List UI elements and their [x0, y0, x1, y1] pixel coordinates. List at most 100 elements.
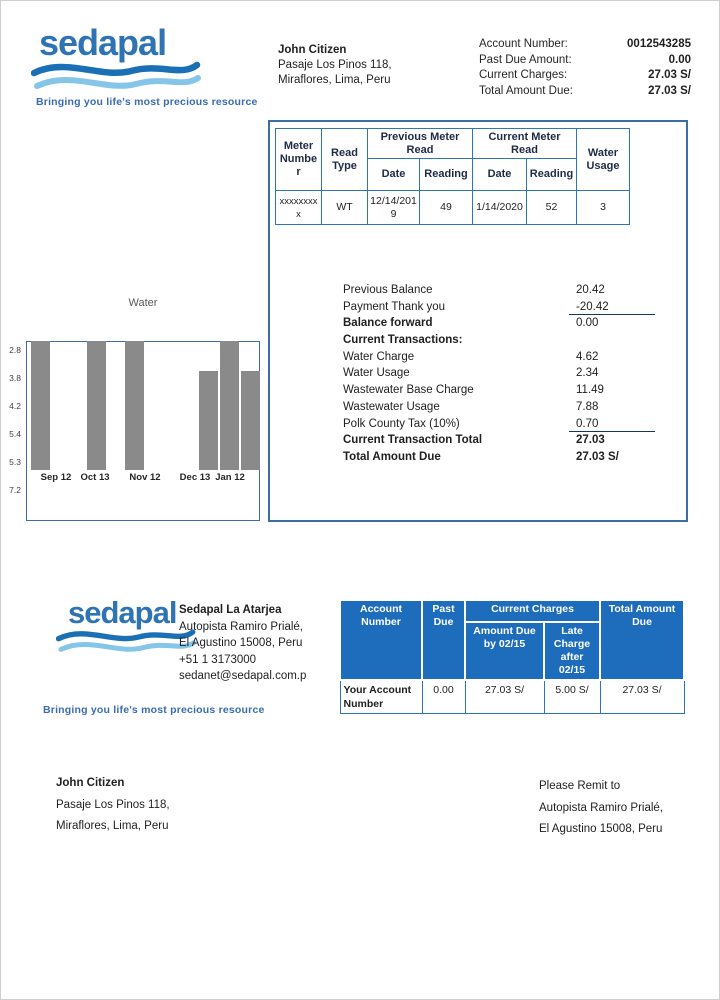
mailing-address-block: John Citizen Pasaje Los Pinos 118, Miraflo… [56, 773, 170, 838]
col-previous-read: Previous Meter Read [367, 128, 473, 159]
sum-rule [569, 431, 655, 433]
y-tick-label: 4.2 [9, 401, 21, 411]
col-meter-number: Meter Number [275, 128, 322, 191]
transaction-label: Previous Balance [343, 284, 433, 296]
transaction-amount: 7.88 [576, 400, 599, 413]
y-tick-label: 2.8 [9, 345, 21, 355]
account-number-cell: Your Account Number [339, 679, 423, 714]
usage-bar [241, 371, 260, 470]
usage-bar [87, 341, 106, 470]
company-address-line: +51 1 3173000 [179, 653, 257, 666]
transaction-label: Current Transactions: [343, 334, 463, 347]
summary-row: Total Amount Due: 27.03 S/ [479, 84, 691, 100]
sum-rule [569, 314, 655, 316]
company-address-line: El Agustino 15008, Peru [179, 637, 303, 649]
x-axis-label: Jan 12 [215, 472, 245, 483]
curr-date-value: 1/14/2020 [472, 190, 527, 225]
transaction-label: Water Charge [343, 350, 415, 363]
transaction-label: Water Usage [343, 367, 410, 380]
transaction-label: Wastewater Base Charge [343, 384, 474, 397]
remittance-table: Account Number Past Due Current Charges … [339, 601, 685, 714]
mailing-address-line: Miraflores, Lima, Peru [56, 820, 169, 832]
transaction-amount: 11.49 [576, 384, 604, 397]
charges-box: Meter Number Read Type Previous Meter Re… [268, 120, 688, 522]
y-tick-label: 5.3 [9, 457, 21, 467]
transactions-list: Previous Balance 20.42 Payment Thank you -2… [343, 282, 663, 466]
col-prev-date: Date [367, 158, 420, 191]
remit-to-line: Autopista Ramiro Prialé, [539, 801, 663, 814]
water-usage-chart: Sep 12 Oct 13 Nov 12 Dec 13 Jan 12 [26, 341, 260, 521]
col-account-number: Account Number [339, 601, 423, 681]
mailing-address-line: John Citizen [56, 777, 125, 789]
col-amount-due-by: Amount Due by 02/15 [464, 621, 545, 681]
transaction-label: Current Transaction Total [343, 434, 483, 447]
usage-bar [31, 341, 50, 470]
sedapal-logo-text: sedapal [68, 595, 177, 630]
transaction-amount [576, 332, 663, 349]
summary-label: Current Charges: [479, 69, 568, 81]
total-due-cell: 27.03 S/ [599, 679, 685, 714]
col-water-usage: Water Usage [576, 128, 630, 191]
company-address-line: Autopista Ramiro Prialé, [179, 620, 303, 633]
company-address-line: Sedapal La Atarjea [179, 604, 282, 616]
transaction-label: Wastewater Usage [343, 400, 440, 413]
transaction-amount: 27.03 S/ [576, 450, 619, 463]
prev-date-value: 12/14/2019 [367, 190, 420, 225]
transaction-label: Payment Thank you [343, 300, 446, 313]
transaction-row: Water Usage 2.34 [343, 365, 663, 382]
transaction-label: Total Amount Due [343, 450, 441, 463]
y-tick-label: 5.4 [9, 429, 21, 439]
col-current-read: Current Meter Read [472, 128, 577, 159]
col-curr-reading: Reading [526, 158, 577, 191]
transaction-row: Wastewater Base Charge 11.49 [343, 382, 663, 399]
transaction-amount: -20.42 [576, 300, 609, 313]
summary-value: 0012543285 [627, 38, 691, 50]
water-usage-value: 3 [576, 190, 630, 225]
mailing-address-line: Pasaje Los Pinos 118, [56, 798, 170, 811]
transaction-amount: 20.42 [576, 284, 605, 296]
x-axis-label: Dec 13 [179, 472, 211, 483]
sedapal-logo-small: sedapal [56, 597, 206, 662]
chart-y-axis: 2.8 3.8 4.2 5.4 5.3 7.2 [1, 336, 21, 504]
customer-address-block: John Citizen Pasaje Los Pinos 118, Miraflo… [278, 43, 392, 88]
transaction-row: Wastewater Usage 7.88 [343, 399, 663, 416]
transaction-amount: 0.70 [576, 417, 599, 430]
col-total-due: Total Amount Due [599, 601, 685, 681]
transaction-label: Balance forward [343, 317, 433, 330]
col-past-due: Past Due [421, 601, 466, 681]
chart-title: Water [128, 297, 158, 309]
read-type-value: WT [321, 190, 368, 225]
customer-address-line: Pasaje Los Pinos 118, [278, 59, 392, 71]
logo-waves-icon [31, 61, 201, 89]
usage-bar [199, 371, 218, 470]
logo-waves-icon [56, 629, 196, 652]
y-tick-label: 7.2 [9, 485, 21, 495]
transaction-row: Current Transaction Total 27.03 [343, 432, 663, 449]
meter-number-value: xxxxxxxxx [275, 190, 322, 225]
customer-address-line: Miraflores, Lima, Peru [278, 74, 391, 86]
sedapal-logo-text: sedapal [39, 22, 167, 63]
transaction-row: Polk County Tax (10%) 0.70 [343, 416, 663, 433]
account-summary: Account Number: 0012543285 Past Due Amount… [479, 37, 691, 99]
prev-reading-value: 49 [419, 190, 473, 225]
summary-value: 27.03 S/ [648, 84, 691, 97]
col-read-type: Read Type [321, 128, 368, 191]
brand-tagline: Bringing you life's most precious resour… [36, 96, 258, 108]
brand-tagline: Bringing you life's most precious resour… [43, 704, 265, 716]
usage-bar [220, 341, 239, 470]
transaction-amount: 4.62 [576, 350, 599, 363]
summary-label: Account Number: [479, 38, 568, 50]
x-axis-label: Oct 13 [80, 472, 110, 483]
sedapal-logo: sedapal [31, 25, 211, 99]
summary-row: Account Number: 0012543285 [479, 37, 691, 53]
col-late-charge: Late Charge after 02/15 [543, 621, 601, 681]
meter-read-table: Meter Number Read Type Previous Meter Re… [275, 128, 630, 225]
col-curr-date: Date [472, 158, 527, 191]
curr-reading-value: 52 [526, 190, 577, 225]
summary-value: 0.00 [668, 53, 691, 66]
col-prev-reading: Reading [419, 158, 473, 191]
y-tick-label: 3.8 [9, 373, 21, 383]
col-current-charges: Current Charges [464, 601, 601, 623]
transaction-amount: 0.00 [576, 317, 599, 330]
